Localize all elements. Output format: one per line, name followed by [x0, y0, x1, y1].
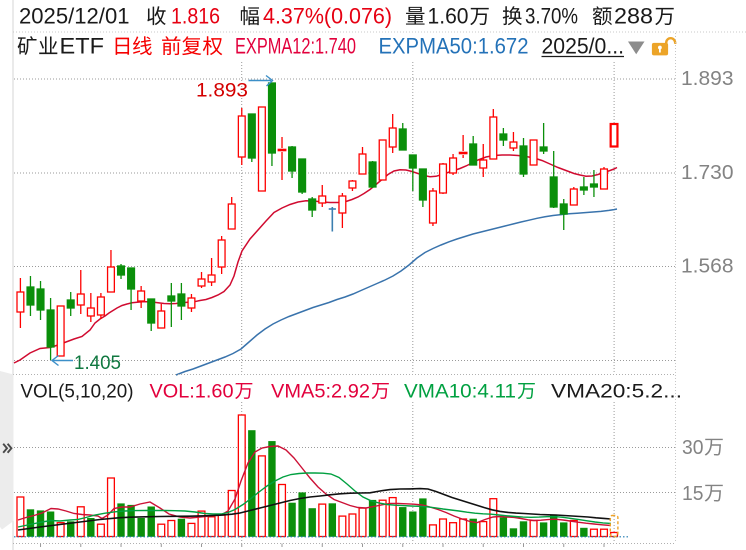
svg-text:15: 15 — [682, 483, 704, 505]
svg-text:288: 288 — [614, 4, 653, 29]
svg-text:VMA10:4.11: VMA10:4.11 — [404, 382, 516, 403]
svg-text:1.893: 1.893 — [196, 80, 248, 102]
svg-text:VOL:1.60: VOL:1.60 — [150, 382, 234, 403]
svg-text:ETF: ETF — [60, 34, 105, 59]
svg-text:VMA5:2.92: VMA5:2.92 — [271, 382, 370, 403]
svg-text:EXPMA50:1.672: EXPMA50:1.672 — [379, 34, 529, 59]
svg-text:1.568: 1.568 — [681, 256, 734, 278]
svg-text:4.37%(0.076): 4.37%(0.076) — [263, 4, 392, 29]
svg-text:1.893: 1.893 — [681, 68, 734, 90]
svg-text:VOL(5,10,20): VOL(5,10,20) — [21, 382, 134, 403]
svg-text:1.405: 1.405 — [74, 352, 121, 374]
svg-text:1.730: 1.730 — [681, 162, 734, 184]
svg-text:30: 30 — [682, 437, 704, 459]
svg-text:2025/0...: 2025/0... — [542, 34, 625, 59]
svg-text:1.816: 1.816 — [171, 4, 220, 29]
svg-text:EXPMA12:1.740: EXPMA12:1.740 — [235, 34, 356, 59]
svg-text:1.60: 1.60 — [428, 4, 469, 29]
svg-text:VMA20:5.2...: VMA20:5.2... — [551, 382, 682, 403]
svg-text:2025/12/01: 2025/12/01 — [19, 4, 130, 29]
svg-text:3.70%: 3.70% — [525, 4, 578, 29]
